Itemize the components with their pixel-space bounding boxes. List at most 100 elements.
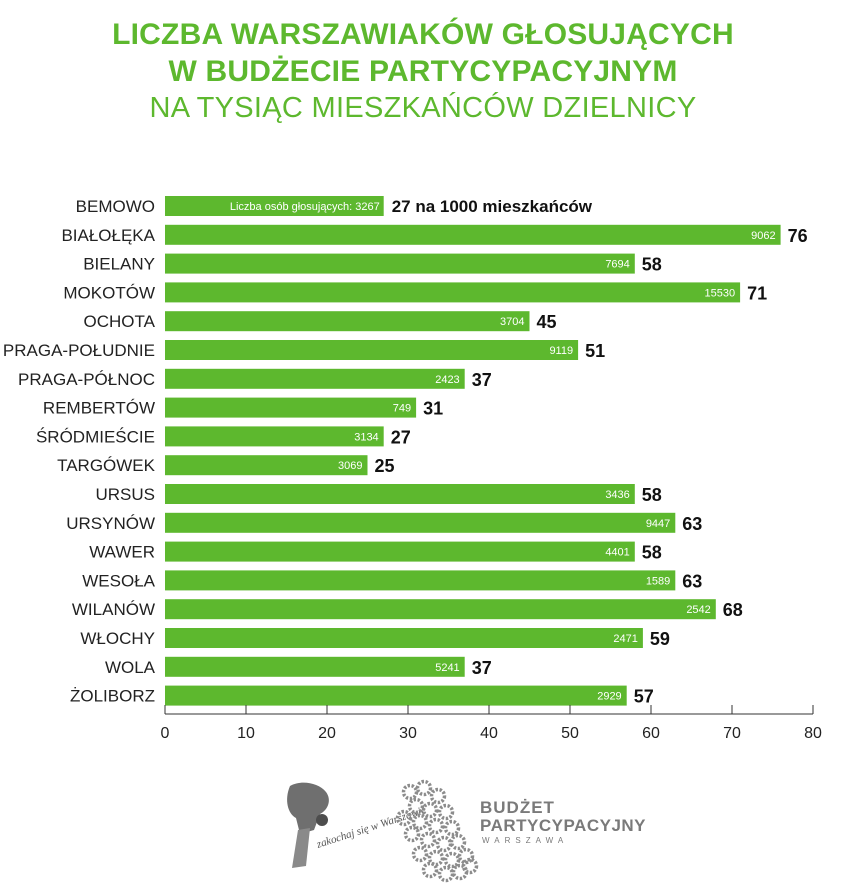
chart-subtitle: NA TYSIĄC MIESZKAŃCÓW DZIELNICY <box>149 92 697 124</box>
gear-icon <box>427 849 445 867</box>
gear-icon <box>407 797 425 815</box>
zakochaj-logo: zakochaj się w Warszawie <box>287 782 428 868</box>
bar <box>165 253 635 274</box>
category-label: WOLA <box>105 658 156 677</box>
category-label: TARGÓWEK <box>57 456 156 475</box>
category-label: OCHOTA <box>84 312 156 331</box>
bar <box>165 628 643 648</box>
category-label: BIELANY <box>83 255 155 274</box>
gear-icon <box>427 817 445 835</box>
bar <box>165 426 384 447</box>
bar <box>165 685 627 706</box>
bar <box>165 656 465 677</box>
bar-value-label: 31 <box>423 399 443 419</box>
gear-icon <box>421 861 439 879</box>
bar <box>165 368 465 389</box>
gear-icon <box>411 813 429 831</box>
category-label: REMBERTÓW <box>43 399 155 418</box>
bar-value-label: 59 <box>650 629 670 649</box>
bar-voters-label: 1589 <box>646 575 670 587</box>
x-tick-label: 10 <box>237 725 255 742</box>
bar-value-label: 68 <box>723 600 743 620</box>
bar <box>165 224 781 245</box>
gear-icon <box>437 803 455 821</box>
category-label: WŁOCHY <box>80 629 155 648</box>
x-tick-label: 80 <box>804 725 822 742</box>
bar-voters-label: 3436 <box>605 489 629 501</box>
gear-icon <box>415 779 433 797</box>
category-label: ŻOLIBORZ <box>70 687 155 706</box>
bar-value-label: 37 <box>472 370 492 390</box>
budzet-logo-line2: PARTYCYPACYJNY <box>480 816 647 835</box>
bar <box>165 397 417 418</box>
category-label: PRAGA-PÓŁNOC <box>18 370 155 389</box>
bar-voters-label: Liczba osób głosujących: 3267 <box>230 201 380 213</box>
gear-icon <box>395 809 413 827</box>
category-label: BEMOWO <box>76 197 155 216</box>
bar-value-label: 25 <box>375 456 395 476</box>
bar-voters-label: 3134 <box>354 431 378 443</box>
bar <box>165 541 635 562</box>
x-tick-label: 30 <box>399 725 417 742</box>
category-label: ŚRÓDMIEŚCIE <box>36 427 155 446</box>
gear-icon <box>461 857 479 875</box>
bar-voters-label: 2929 <box>597 691 621 703</box>
bar <box>165 282 741 303</box>
bar <box>165 570 676 591</box>
bar-value-label: 45 <box>537 312 557 332</box>
bar-voters-label: 749 <box>393 403 411 415</box>
x-tick-label: 0 <box>161 725 170 742</box>
bar-voters-label: 2471 <box>613 633 637 645</box>
bar-voters-label: 5241 <box>435 662 459 674</box>
x-tick-label: 70 <box>723 725 741 742</box>
bar-value-label: 58 <box>642 255 662 275</box>
bar-value-label: 57 <box>634 687 654 707</box>
category-label: PRAGA-POŁUDNIE <box>3 341 155 360</box>
bar-value-label: 76 <box>788 226 808 246</box>
gear-icon <box>443 851 461 869</box>
bar-value-label: 37 <box>472 658 492 678</box>
category-label: WILANÓW <box>72 600 155 619</box>
bar <box>165 455 368 476</box>
gear-icon <box>443 819 461 837</box>
x-tick-label: 60 <box>642 725 660 742</box>
bar <box>165 196 384 216</box>
bar-value-label: 27 na 1000 mieszkańców <box>392 197 593 216</box>
x-tick-label: 20 <box>318 725 336 742</box>
bar-voters-label: 9447 <box>646 518 670 530</box>
bar <box>165 340 579 360</box>
gear-icon <box>449 833 467 851</box>
bar-voters-label: 3069 <box>338 460 362 472</box>
gear-icon <box>437 865 455 883</box>
x-tick-label: 40 <box>480 725 498 742</box>
bar-voters-label: 9062 <box>751 230 775 242</box>
gear-icon <box>401 783 419 801</box>
bar-voters-label: 15530 <box>705 287 736 299</box>
category-label: URSYNÓW <box>66 514 155 533</box>
bar-value-label: 58 <box>642 485 662 505</box>
gear-icon <box>435 835 453 853</box>
budzet-logo-line1: BUDŻET <box>480 798 555 817</box>
gear-icon <box>403 825 421 843</box>
bar-voters-label: 2423 <box>435 374 459 386</box>
bar <box>165 512 676 533</box>
bar-voters-label: 7694 <box>605 259 629 271</box>
bar-value-label: 58 <box>642 543 662 563</box>
bar-voters-label: 9119 <box>549 345 573 357</box>
bar-value-label: 51 <box>585 341 605 361</box>
bar-value-label: 63 <box>682 571 702 591</box>
bar-value-label: 63 <box>682 514 702 534</box>
chart-title-line1: LICZBA WARSZAWIAKÓW GŁOSUJĄCYCH <box>112 18 734 51</box>
bar-voters-label: 4401 <box>605 547 629 559</box>
category-label: MOKOTÓW <box>63 283 155 302</box>
bar <box>165 599 716 620</box>
x-tick-label: 50 <box>561 725 579 742</box>
gear-icon <box>421 801 439 819</box>
gear-icon <box>419 831 437 849</box>
gear-icon <box>411 845 429 863</box>
chart-title-line2: W BUDŻECIE PARTYCYPACYJNYM <box>168 55 678 88</box>
category-label: BIAŁOŁĘKA <box>61 226 155 245</box>
bar-voters-label: 2542 <box>686 604 710 616</box>
bar-voters-label: 3704 <box>500 316 524 328</box>
